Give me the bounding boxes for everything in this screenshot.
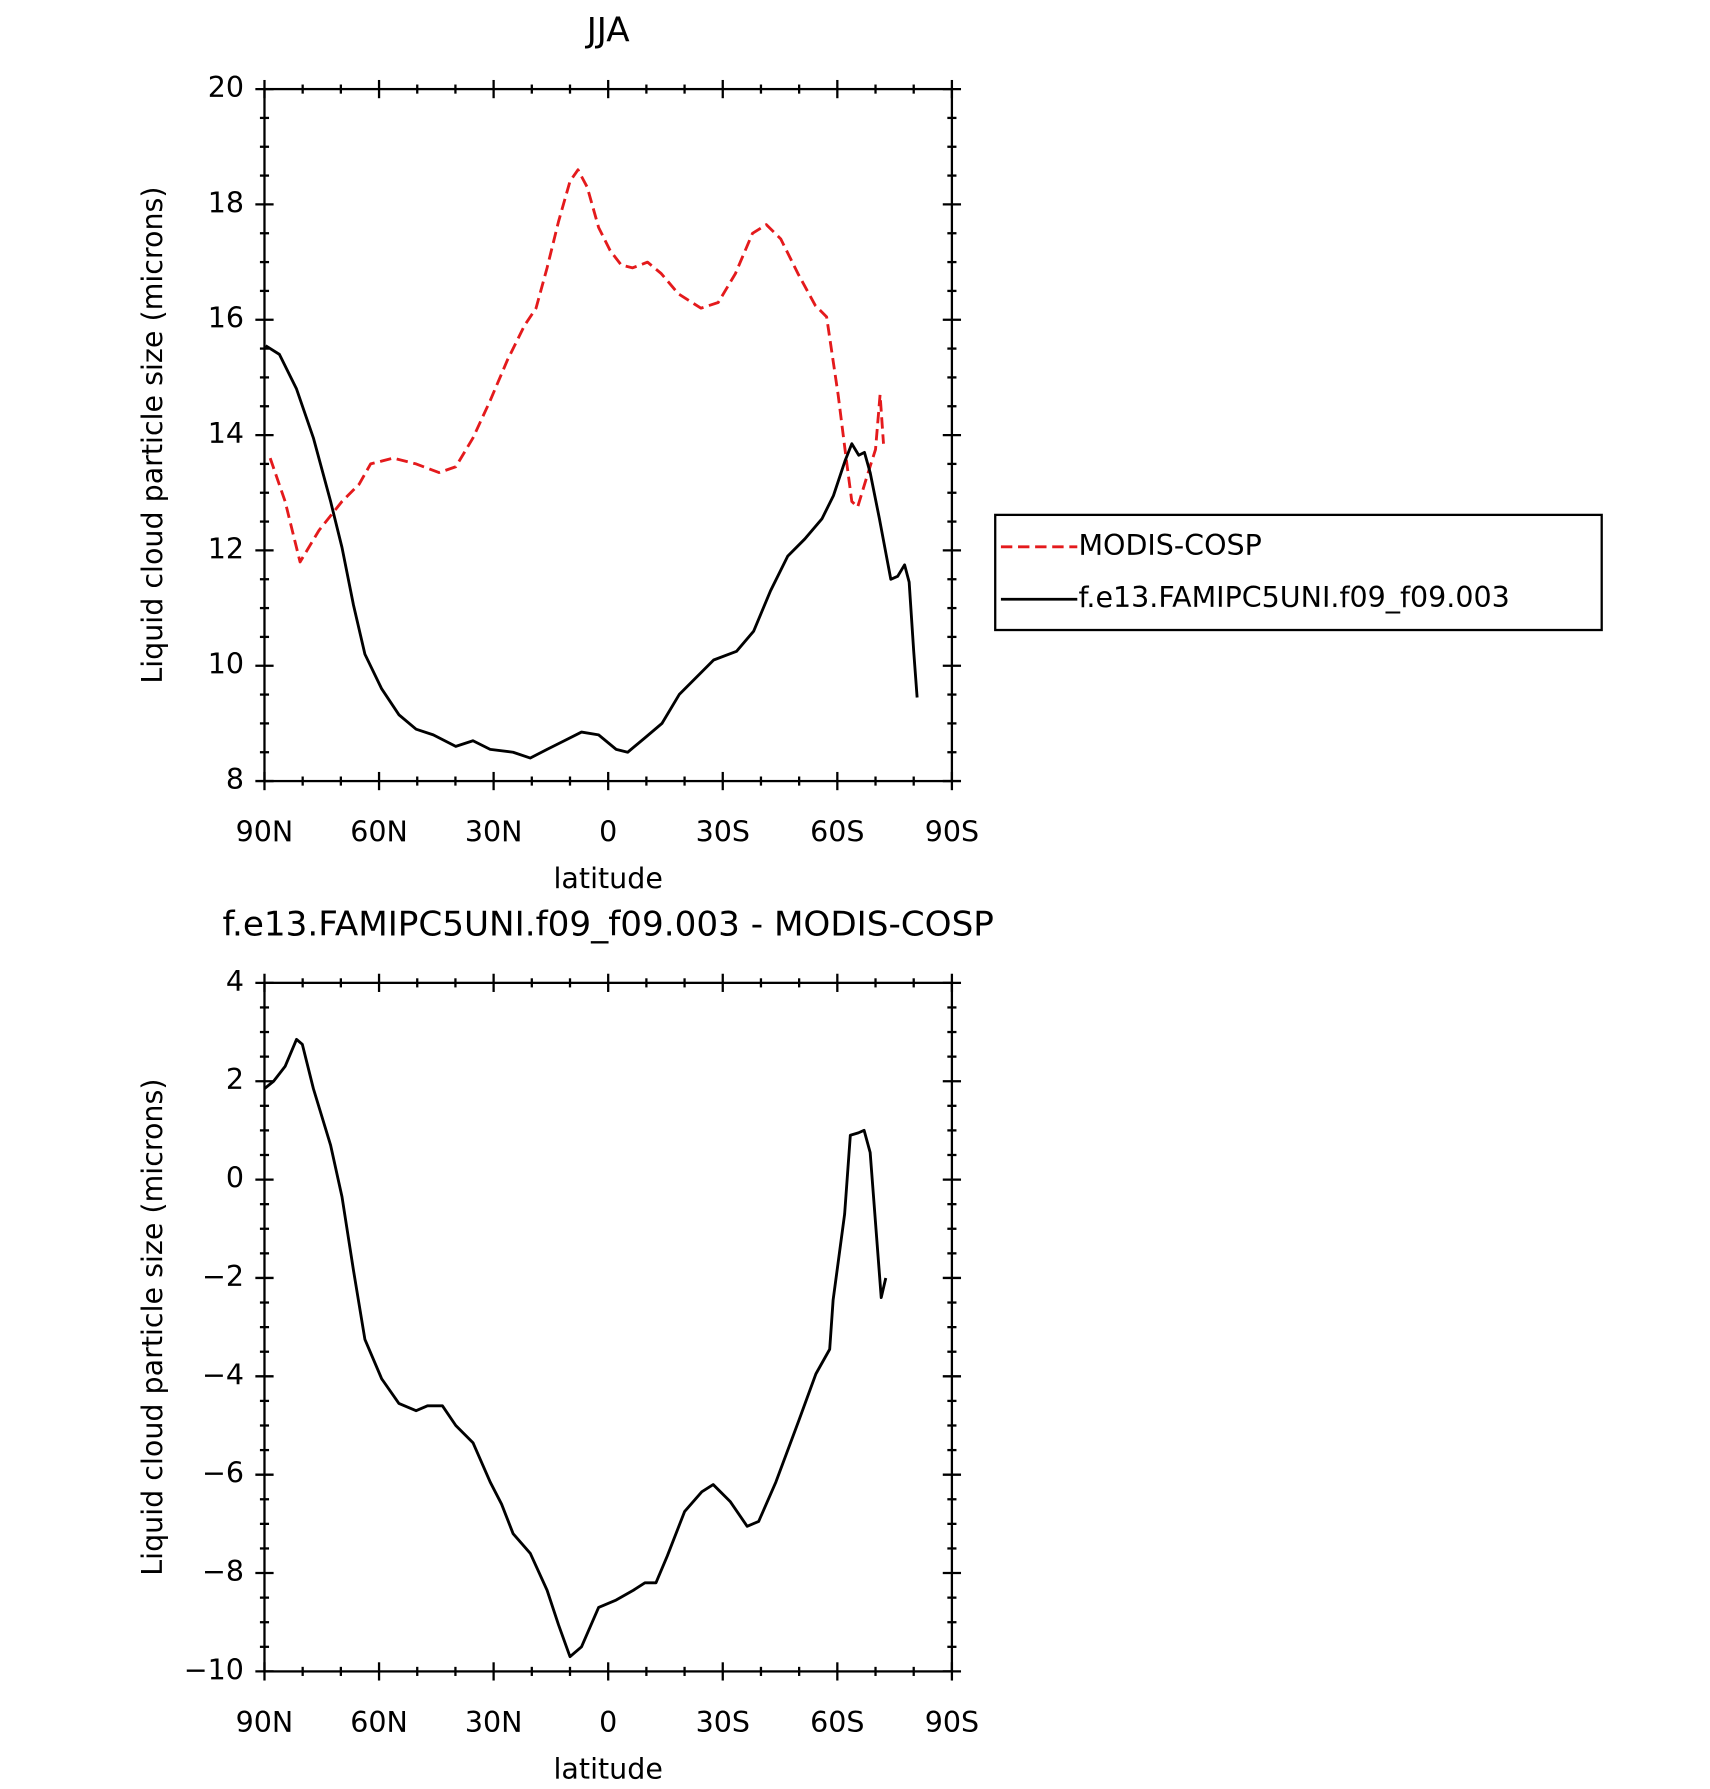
plot-frame [263,981,954,1673]
y-axis-label: Liquid cloud particle size (microns) [136,1079,169,1576]
series-line [263,1037,888,1659]
y-tick-label: −8 [202,1555,244,1588]
y-tick-label: −10 [184,1653,244,1686]
y-tick-label: 8 [226,763,244,796]
x-tick-label: 90N [236,1706,294,1739]
x-tick-label: 30N [465,1706,523,1739]
y-tick-label: 12 [208,532,244,565]
x-tick-label: 90S [925,1706,979,1739]
y-tick-label: 20 [208,71,244,104]
legend-label: MODIS-COSP [1078,529,1261,562]
y-tick-label: −6 [202,1457,244,1490]
series-line [264,344,919,760]
x-tick-label: 60N [350,816,408,849]
y-tick-label: 2 [226,1063,244,1096]
x-tick-label: 90S [925,816,979,849]
y-tick-label: 18 [208,186,244,219]
x-tick-label: 60S [810,816,864,849]
x-axis-label: latitude [554,1753,663,1786]
legend-label: f.e13.FAMIPC5UNI.f09_f09.003 [1078,581,1509,614]
y-axis-label: Liquid cloud particle size (microns) [136,187,169,684]
y-tick-label: −4 [202,1358,244,1391]
plot-frame [263,87,954,783]
chart-title: JJA [585,11,631,51]
y-tick-label: −2 [202,1260,244,1293]
y-tick-label: 10 [208,648,244,681]
x-tick-label: 30S [696,1706,750,1739]
y-tick-label: 16 [208,302,244,335]
y-tick-label: 0 [226,1162,244,1195]
x-axis-label: latitude [554,862,663,895]
legend-box [994,513,1603,632]
x-tick-label: 90N [236,816,294,849]
x-tick-label: 60S [810,1706,864,1739]
x-tick-label: 0 [599,816,617,849]
y-tick-label: 14 [208,417,244,450]
y-tick-label: 4 [226,965,244,998]
series-line [268,168,885,564]
x-tick-label: 60N [350,1706,408,1739]
x-tick-label: 30N [465,816,523,849]
chart-title: f.e13.FAMIPC5UNI.f09_f09.003 - MODIS-COS… [222,904,993,944]
x-tick-label: 0 [599,1706,617,1739]
x-tick-label: 30S [696,816,750,849]
